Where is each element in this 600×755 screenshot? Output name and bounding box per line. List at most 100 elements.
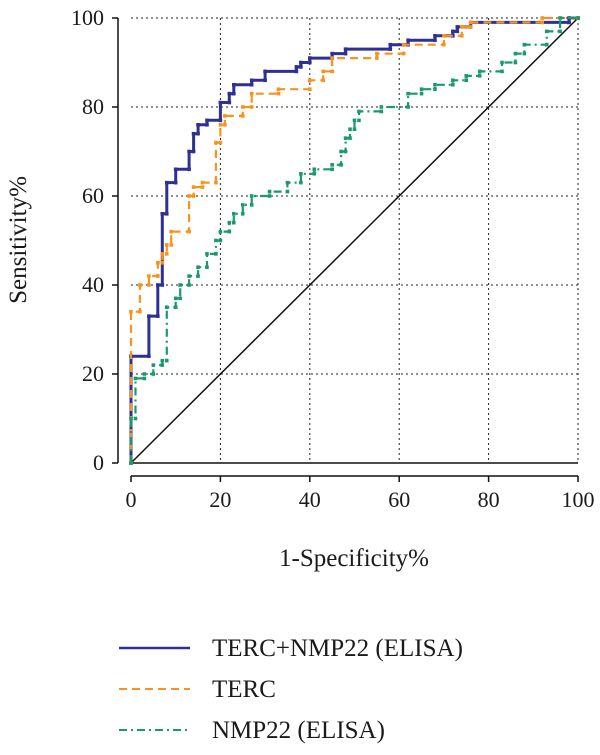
data-point (227, 91, 232, 96)
data-point (223, 114, 227, 118)
data-point (267, 194, 272, 198)
data-point (419, 91, 424, 96)
data-point (156, 314, 160, 318)
data-point (164, 252, 169, 256)
data-point (249, 82, 254, 87)
data-point (513, 60, 518, 65)
data-point (147, 274, 151, 278)
data-point (191, 149, 196, 154)
x-tick-label: 20 (209, 487, 231, 512)
data-point (218, 100, 223, 105)
data-point (308, 87, 312, 91)
data-point (240, 212, 245, 216)
data-point (129, 309, 133, 314)
data-point (299, 65, 303, 69)
y-tick-label: 100 (71, 5, 104, 30)
data-point (522, 51, 527, 56)
data-point (200, 185, 205, 189)
data-point (240, 114, 245, 118)
data-point (379, 105, 384, 109)
data-point (232, 82, 236, 87)
data-point (451, 78, 455, 83)
data-point (455, 25, 460, 29)
data-point (187, 274, 191, 278)
data-point (294, 65, 299, 69)
data-point (156, 260, 160, 265)
data-point (294, 69, 299, 74)
data-point (343, 47, 348, 51)
data-point (339, 163, 343, 167)
data-point (343, 136, 348, 140)
data-point (164, 305, 169, 310)
data-point (558, 16, 562, 20)
data-point (218, 140, 223, 145)
data-point (129, 416, 133, 421)
data-point (138, 309, 142, 314)
data-point (388, 47, 393, 51)
data-point (138, 283, 142, 287)
series-3 (129, 16, 580, 465)
data-point (468, 20, 473, 25)
data-point (388, 42, 393, 47)
grid-lines (131, 17, 579, 464)
data-point (205, 123, 209, 127)
data-point (459, 34, 464, 38)
data-point (379, 109, 384, 114)
data-point (173, 296, 178, 301)
x-tick-label: 40 (299, 487, 321, 512)
data-point (196, 131, 200, 136)
data-point (142, 372, 147, 376)
diagonal-reference-line (130, 17, 579, 464)
data-point (406, 38, 410, 43)
data-point (232, 220, 236, 225)
data-point (249, 194, 254, 198)
data-point (406, 105, 410, 109)
data-point (299, 180, 303, 185)
data-point (468, 25, 473, 29)
data-point (249, 203, 254, 207)
data-point (321, 69, 326, 74)
data-point (191, 194, 196, 198)
data-point (142, 376, 147, 381)
data-point (223, 123, 227, 127)
data-point (187, 283, 191, 287)
data-point (187, 167, 191, 172)
series-line (129, 16, 578, 463)
data-point (513, 51, 518, 56)
y-tick-label: 60 (82, 183, 104, 208)
data-point (321, 78, 326, 83)
data-point (218, 229, 223, 234)
data-point (178, 283, 182, 287)
y-tick-label: 20 (82, 361, 104, 386)
data-point (160, 283, 165, 287)
data-point (147, 314, 151, 318)
data-point (433, 34, 437, 38)
data-point (232, 91, 236, 96)
data-point (276, 91, 281, 96)
data-point (522, 42, 527, 47)
data-point (133, 376, 138, 381)
data-point (576, 16, 580, 20)
data-point (455, 29, 460, 34)
data-point (214, 252, 218, 256)
data-point (169, 243, 174, 247)
data-point (164, 180, 169, 185)
data-point (205, 265, 209, 269)
data-point (151, 372, 156, 376)
y-tick-label: 40 (82, 272, 104, 297)
data-point (173, 167, 178, 172)
data-point (567, 20, 571, 25)
data-point (187, 194, 191, 198)
data-point (218, 238, 223, 243)
data-point (214, 238, 218, 243)
data-point (249, 105, 254, 109)
data-point (464, 74, 469, 78)
x-tick-label: 0 (126, 487, 137, 512)
data-point (540, 16, 545, 20)
x-tick-label: 60 (388, 487, 410, 512)
data-point (442, 34, 446, 38)
data-point (451, 29, 455, 34)
data-point (164, 243, 169, 247)
legend-label: TERC (212, 676, 276, 703)
data-point (544, 42, 549, 47)
